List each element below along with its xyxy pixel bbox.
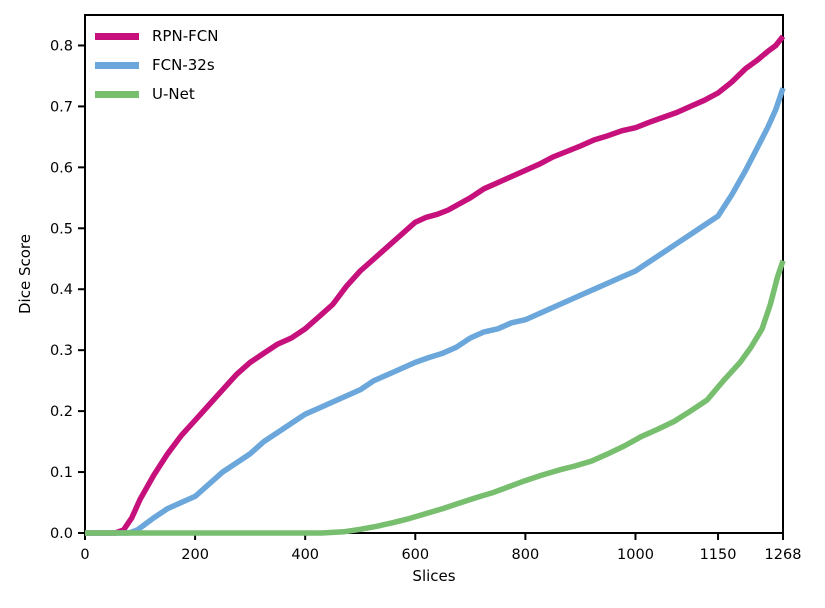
y-tick-label: 0.0 [50, 526, 73, 542]
x-tick-label: 200 [181, 547, 209, 563]
x-tick-label: 800 [512, 547, 540, 563]
series-line-u-net [85, 259, 786, 536]
legend-label-rpn-fcn: RPN-FCN [152, 27, 219, 45]
y-tick-label: 0.7 [50, 99, 73, 115]
legend-label-u-net: U-Net [152, 85, 195, 103]
series-line-rpn-fcn [85, 34, 786, 536]
y-tick-label: 0.5 [50, 221, 73, 237]
legend-item-rpn-fcn: RPN-FCN [95, 26, 218, 46]
y-tick-label: 0.3 [50, 343, 73, 359]
series-line-fcn-32s [85, 87, 786, 536]
legend-swatch-rpn-fcn [95, 32, 139, 40]
x-tick-label: 1268 [765, 547, 802, 563]
legend-swatch-u-net [95, 90, 139, 98]
y-tick-label: 0.4 [50, 282, 73, 298]
legend-label-fcn-32s: FCN-32s [152, 56, 215, 74]
x-tick-label: 0 [80, 547, 89, 563]
x-axis-label: Slices [412, 567, 456, 585]
legend-swatch-fcn-32s [95, 61, 139, 69]
y-tick-label: 0.1 [50, 465, 73, 481]
x-tick-label: 1150 [700, 547, 737, 563]
x-tick-label: 400 [291, 547, 319, 563]
legend-item-u-net: U-Net [95, 84, 218, 104]
y-tick-label: 0.6 [50, 160, 73, 176]
y-tick-label: 0.2 [50, 404, 73, 420]
x-tick-label: 1000 [617, 547, 654, 563]
y-axis-label: Dice Score [16, 234, 34, 314]
y-tick-label: 0.8 [50, 38, 73, 54]
legend: RPN-FCN FCN-32s U-Net [95, 26, 218, 104]
plot-frame [84, 14, 784, 534]
legend-item-fcn-32s: FCN-32s [95, 55, 218, 75]
x-tick-label: 600 [401, 547, 429, 563]
